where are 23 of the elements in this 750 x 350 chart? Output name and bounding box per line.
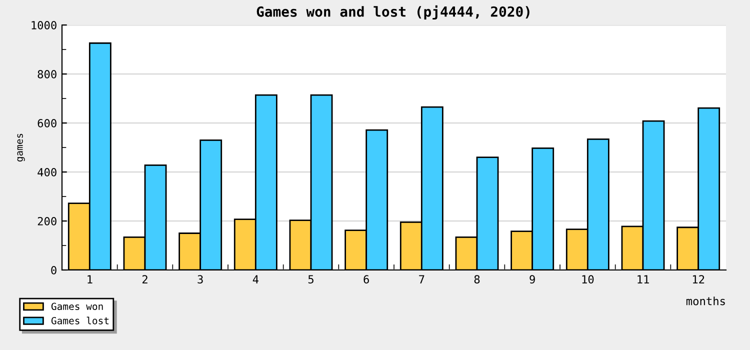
y-tick-label: 800	[38, 70, 56, 78]
x-tick-label: 6	[364, 275, 369, 284]
legend-label: Games won	[51, 302, 103, 310]
x-tick-label: 1	[88, 275, 92, 284]
x-tick-label: 11	[638, 275, 649, 284]
y-axis-title: games	[17, 134, 25, 162]
y-tick-label: 600	[38, 119, 56, 128]
legend-label: Games lost	[51, 316, 109, 324]
x-tick-label: 7	[419, 275, 424, 284]
x-tick-label: 9	[530, 275, 535, 284]
x-tick-label: 2	[142, 275, 148, 284]
y-tick-label: 0	[51, 266, 56, 274]
x-axis-title: months	[686, 296, 725, 306]
x-tick-label: 8	[474, 275, 480, 284]
x-tick-label: 10	[582, 275, 594, 284]
x-tick-label: 4	[252, 275, 258, 284]
chart-title: Games won and lost (pj4444, 2020)	[256, 5, 530, 20]
x-tick-label: 12	[692, 275, 704, 284]
x-tick-label: 3	[198, 275, 203, 284]
y-tick-label: 1000	[32, 21, 56, 30]
y-tick-label: 200	[38, 217, 56, 226]
y-tick-label: 400	[38, 168, 56, 176]
x-tick-label: 5	[308, 275, 314, 284]
